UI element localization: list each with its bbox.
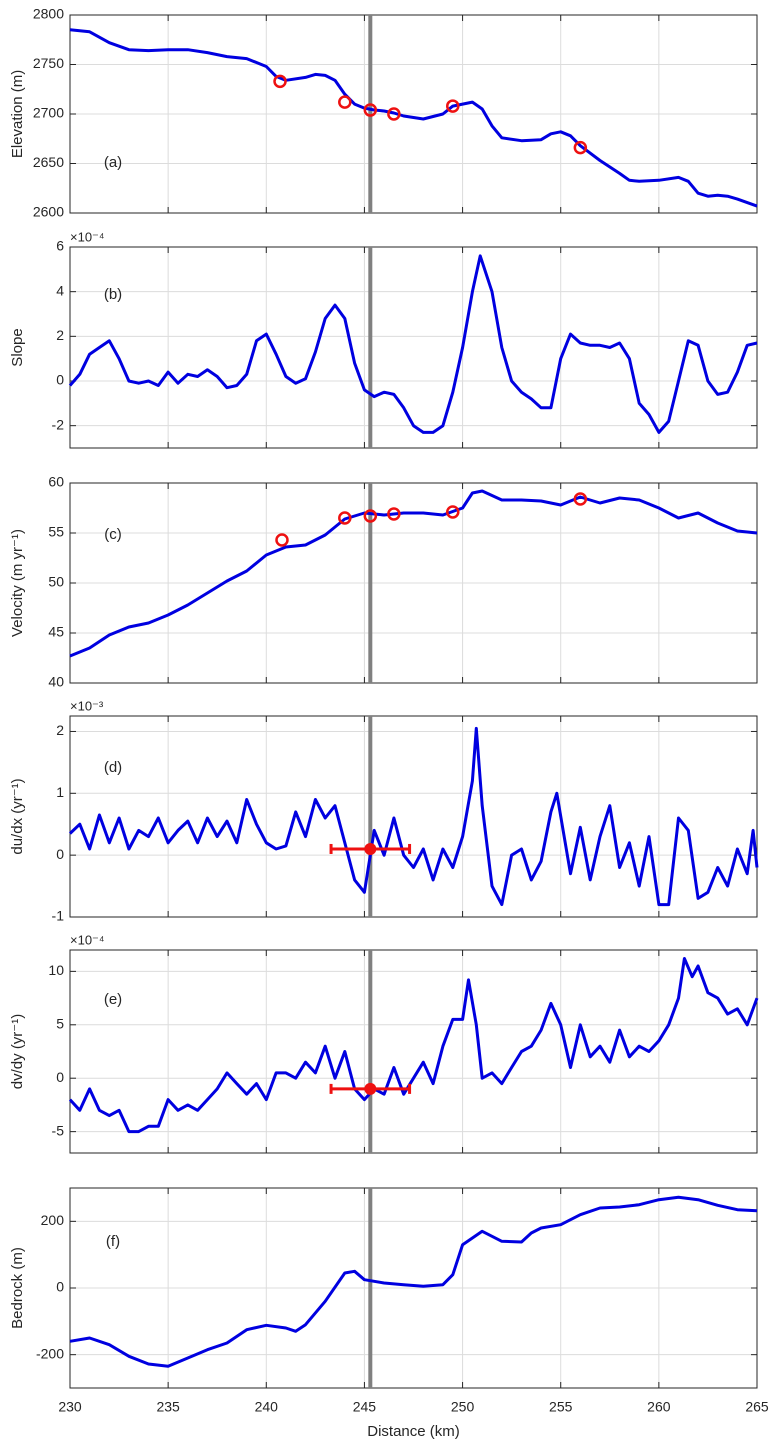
y-tick-label: 2 — [56, 327, 64, 343]
panel-label: (e) — [104, 991, 122, 1008]
y-tick-label: 55 — [48, 524, 64, 540]
y-tick-label: -1 — [52, 908, 65, 924]
y-tick-label: 45 — [48, 624, 64, 640]
marker — [387, 107, 401, 121]
y-tick-label: 2650 — [33, 154, 64, 170]
y-tick-label: 2700 — [33, 105, 64, 121]
y-tick-label: 2750 — [33, 55, 64, 71]
y-axis-label: du/dx (yr⁻¹) — [9, 778, 26, 854]
panel-label: (f) — [106, 1233, 120, 1250]
y-tick-label: 0 — [56, 846, 64, 862]
panel: -1 0 1 2 du/dx (yr⁻¹) ×10⁻³ (d) — [9, 698, 759, 924]
y-tick-label: 2600 — [33, 204, 64, 220]
marker — [446, 505, 460, 519]
marker — [275, 533, 289, 547]
data-line — [68, 254, 758, 434]
y-axis-label: Velocity (m yr⁻¹) — [9, 529, 26, 637]
data-line — [69, 1195, 758, 1368]
panel-label: (c) — [104, 526, 122, 543]
data-line — [69, 28, 758, 208]
y-axis-label: Elevation (m) — [9, 70, 26, 158]
panel: 2600 2650 2700 2750 2800 Elevation (m) (a) — [9, 6, 758, 220]
y-axis-label: dv/dy (yr⁻¹) — [9, 1014, 26, 1089]
marker — [338, 511, 352, 525]
plot-frame — [69, 949, 758, 1154]
x-tick-label: 250 — [451, 1399, 475, 1415]
y-tick-label: 5 — [56, 1015, 64, 1031]
marker — [273, 74, 287, 89]
y-tick-label: -5 — [52, 1122, 65, 1138]
error-point — [364, 1082, 377, 1095]
y-tick-label: -200 — [36, 1345, 64, 1361]
marker — [387, 507, 401, 521]
data-line — [69, 489, 758, 658]
data-line — [68, 957, 759, 1134]
y-tick-label: 0 — [56, 372, 64, 388]
y-axis-label: Slope — [9, 328, 26, 366]
x-tick-label: 235 — [156, 1399, 180, 1415]
plot-frame — [69, 14, 758, 214]
panel: 40 45 50 55 60 Velocity (m yr⁻¹) (c) — [9, 474, 758, 690]
y-tick-label: 6 — [56, 238, 64, 254]
y-tick-label: 60 — [48, 474, 64, 490]
plot-frame — [69, 246, 758, 449]
axis-multiplier: ×10⁻⁴ — [70, 932, 105, 947]
x-tick-label: 260 — [647, 1399, 671, 1415]
axis-multiplier: ×10⁻³ — [70, 698, 104, 713]
panel: -200 0 200 230 235 240 245 250 255 260 265 Bedrock … — [9, 1187, 769, 1440]
marker — [446, 99, 460, 113]
panel-label: (a) — [104, 154, 122, 171]
y-tick-label: 10 — [48, 962, 64, 978]
marker — [363, 509, 378, 523]
marker — [573, 492, 588, 506]
y-tick-label: 50 — [48, 574, 64, 590]
axis-multiplier: ×10⁻⁴ — [70, 229, 105, 244]
marker — [338, 95, 352, 109]
plot-frame — [69, 1187, 758, 1389]
x-tick-label: 240 — [255, 1399, 279, 1415]
y-tick-label: 2 — [56, 722, 64, 738]
x-tick-label: 255 — [549, 1399, 573, 1415]
panel: -5 0 5 10 dv/dy (yr⁻¹) ×10⁻⁴ (e) — [9, 932, 759, 1154]
y-tick-label: 200 — [41, 1212, 65, 1228]
panel: -2 0 2 4 6 Slope ×10⁻⁴ (b) — [9, 229, 758, 449]
y-axis-label: Bedrock (m) — [9, 1247, 26, 1329]
x-tick-label: 245 — [353, 1399, 377, 1415]
plot-frame — [69, 482, 758, 684]
y-tick-label: -2 — [52, 416, 65, 432]
error-point — [364, 842, 377, 855]
data-line — [68, 726, 759, 907]
y-tick-label: 2800 — [33, 6, 64, 22]
y-tick-label: 0 — [56, 1279, 64, 1295]
x-tick-label: 230 — [58, 1399, 82, 1415]
y-tick-label: 1 — [56, 784, 64, 800]
plot-frame — [69, 715, 758, 918]
x-tick-label: 265 — [745, 1399, 769, 1415]
y-tick-label: 40 — [48, 674, 64, 690]
marker — [573, 140, 588, 155]
y-tick-label: 0 — [56, 1069, 64, 1085]
marker — [363, 103, 378, 117]
x-axis-label: Distance (km) — [367, 1423, 460, 1440]
panel-label: (b) — [104, 286, 122, 303]
panel-label: (d) — [104, 759, 122, 776]
y-tick-label: 4 — [56, 282, 64, 298]
